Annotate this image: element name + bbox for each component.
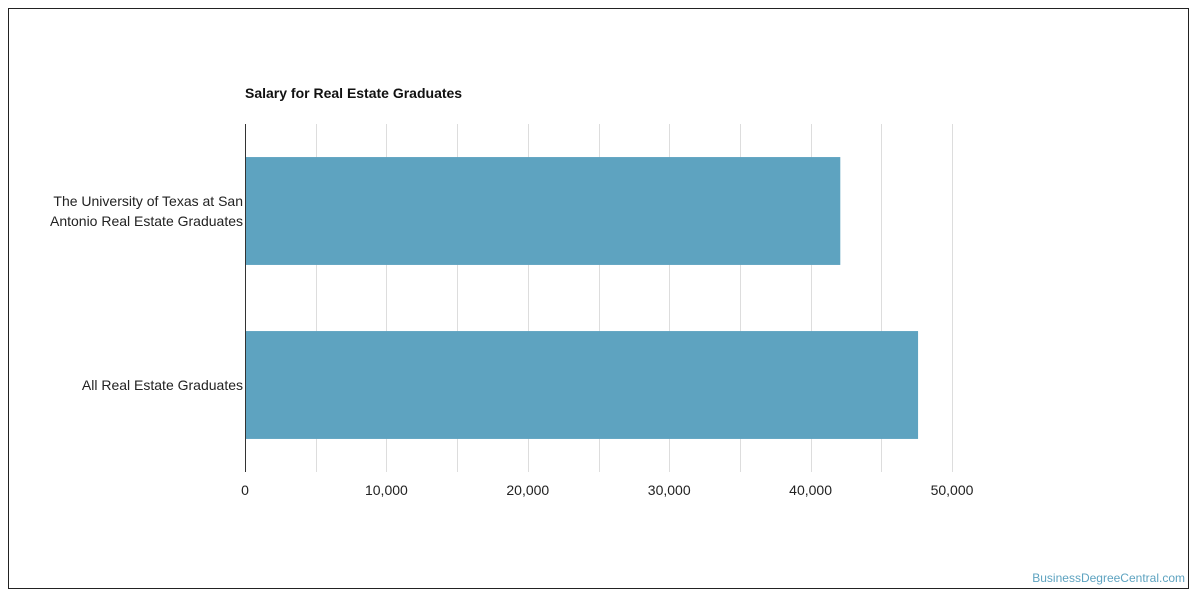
chart-frame (8, 8, 1189, 589)
category-label: Antonio Real Estate Graduates (50, 213, 243, 229)
chart-title: Salary for Real Estate Graduates (245, 85, 463, 101)
category-label: The University of Texas at San (53, 193, 243, 209)
x-tick-label: 10,000 (365, 482, 408, 498)
bar (245, 331, 919, 439)
watermark: BusinessDegreeCentral.com (1032, 571, 1185, 585)
x-tick-label: 50,000 (931, 482, 974, 498)
x-tick-label: 20,000 (506, 482, 549, 498)
category-label: All Real Estate Graduates (82, 377, 243, 393)
x-tick-label: 40,000 (789, 482, 832, 498)
bar (245, 157, 841, 265)
x-tick-label: 30,000 (648, 482, 691, 498)
x-tick-label: 0 (241, 482, 249, 498)
